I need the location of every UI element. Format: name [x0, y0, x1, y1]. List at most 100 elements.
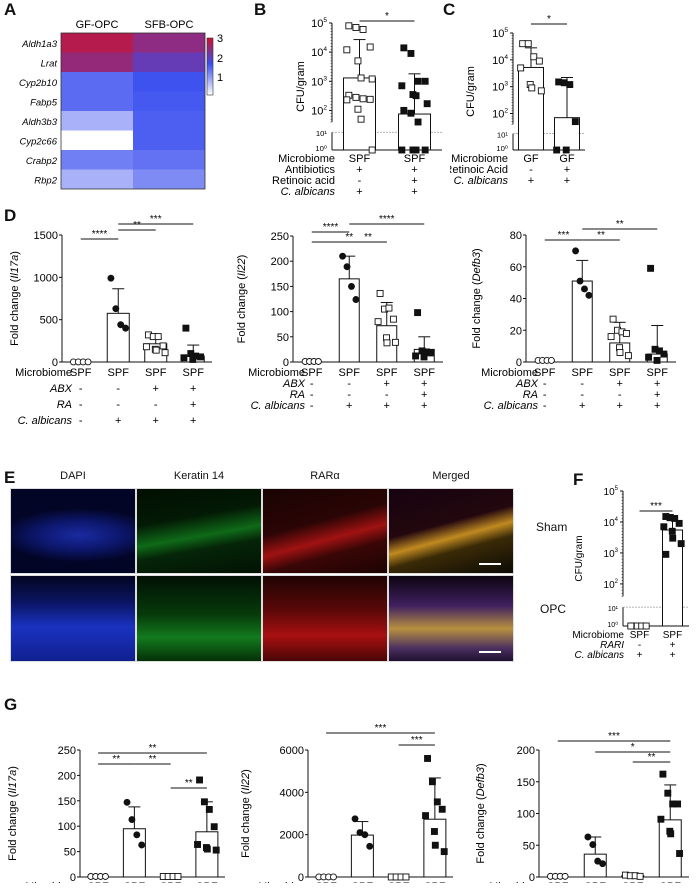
- panel-label-d: D: [4, 206, 17, 225]
- column-label-rara: RARα: [310, 470, 340, 482]
- factor-value: SPF: [414, 367, 436, 379]
- factor-value: +: [356, 164, 362, 176]
- factor-value: +: [421, 400, 427, 412]
- data-point: [589, 841, 597, 849]
- data-point: [659, 770, 667, 778]
- data-point: [138, 841, 146, 849]
- data-point: [117, 321, 125, 329]
- rara-opc-image: [262, 575, 388, 662]
- data-point: [200, 798, 208, 806]
- factor-label: ABX: [49, 383, 73, 395]
- data-point: [412, 352, 420, 360]
- data-point: [440, 848, 448, 856]
- heatmap-cell: [133, 33, 205, 53]
- y-tick-label: 2000: [280, 830, 304, 842]
- bar: [343, 77, 376, 151]
- factor-value: SPF: [145, 367, 167, 379]
- data-point: [142, 343, 150, 351]
- y-tick-label: 102: [604, 579, 619, 591]
- data-point: [161, 349, 169, 357]
- data-point: [391, 338, 399, 346]
- factor-value: -: [385, 389, 389, 401]
- y-tick-label: 0: [283, 357, 289, 369]
- data-point: [400, 106, 408, 114]
- y-tick-label: 250: [271, 231, 289, 243]
- y-tick-label: 103: [311, 75, 327, 88]
- factor-value: -: [79, 415, 83, 427]
- y-tick-label: 102: [492, 108, 508, 121]
- data-point: [210, 823, 218, 831]
- data-point: [421, 146, 429, 154]
- data-point: [657, 815, 665, 823]
- merged-opc-image: [388, 575, 514, 662]
- data-point: [609, 315, 617, 323]
- chart-panel-f: 102 103 104 105 10¹ 10⁰ CFU/gram *** Microbiome S…: [560, 470, 700, 661]
- factor-value: +: [670, 640, 676, 651]
- svg-text:10⁰: 10⁰: [315, 144, 327, 153]
- data-point: [537, 87, 545, 95]
- data-point: [431, 841, 439, 849]
- heatmap-cell: [61, 111, 133, 131]
- y-tick-label: 40: [510, 294, 522, 306]
- significance-label: *: [631, 742, 635, 753]
- data-point: [383, 339, 391, 347]
- y-tick-label: 103: [492, 81, 508, 94]
- data-point: [352, 24, 360, 31]
- chart-panel-d3: 0 20 40 60 80 Fold change (Defb3) *** ** ** Micro…: [466, 200, 700, 440]
- heatmap-cell: [133, 169, 205, 189]
- heatmap-cell: [61, 150, 133, 170]
- factor-value: +: [528, 175, 534, 187]
- data-point: [675, 519, 683, 527]
- data-point: [412, 146, 420, 154]
- factor-label: RA: [523, 389, 538, 401]
- data-point: [662, 550, 670, 558]
- factor-value: +: [356, 186, 362, 198]
- y-tick-label: 104: [604, 517, 619, 529]
- factor-value: -: [580, 389, 584, 401]
- significance-label: ****: [323, 222, 339, 233]
- factor-value: SPF: [534, 367, 556, 379]
- factor-label: Antibiotics: [285, 164, 336, 176]
- significance-label: ****: [379, 214, 395, 225]
- factor-label: C. albicans: [18, 415, 73, 427]
- heatmap-cell: [133, 111, 205, 131]
- factor-value: +: [384, 378, 390, 390]
- data-point: [354, 105, 362, 113]
- data-point: [203, 845, 211, 853]
- data-point: [343, 263, 351, 271]
- data-point: [430, 828, 438, 835]
- y-tick-label: 102: [311, 104, 327, 117]
- row-label-sham: Sham: [536, 520, 568, 534]
- data-point: [330, 873, 337, 881]
- bar: [518, 66, 544, 151]
- bar: [195, 831, 219, 878]
- factor-value: +: [617, 378, 623, 390]
- y-tick-label: 20: [510, 325, 522, 337]
- data-point: [314, 358, 322, 365]
- data-point: [422, 812, 429, 820]
- y-tick-label: 0: [516, 357, 522, 369]
- panel-label-f: F: [573, 470, 584, 489]
- factor-value: -: [347, 378, 351, 390]
- data-point: [343, 96, 351, 104]
- factor-value: +: [115, 415, 121, 427]
- factor-label: Retinoic acid: [272, 175, 335, 187]
- bar: [106, 312, 130, 363]
- panel-label-g: G: [4, 695, 18, 714]
- scale-bar: [479, 651, 501, 653]
- data-point: [174, 873, 182, 880]
- factor-value: SPF: [647, 367, 669, 379]
- y-tick-label: 50: [277, 332, 289, 344]
- factor-label: Microbiome: [572, 630, 624, 641]
- y-tick-label: 4000: [280, 787, 304, 799]
- factor-value: -: [543, 378, 547, 390]
- data-point: [122, 324, 130, 332]
- significance-label: **: [616, 219, 624, 230]
- factor-label: Microbiome: [481, 367, 538, 379]
- heatmap-cell: [61, 130, 133, 150]
- merged-sham-image: [388, 488, 514, 574]
- data-point: [674, 800, 682, 808]
- significance-label: ****: [92, 229, 108, 240]
- heatmap-row-label: Crabp2: [26, 156, 58, 167]
- heatmap-row-label: Aldh3b3: [21, 117, 58, 128]
